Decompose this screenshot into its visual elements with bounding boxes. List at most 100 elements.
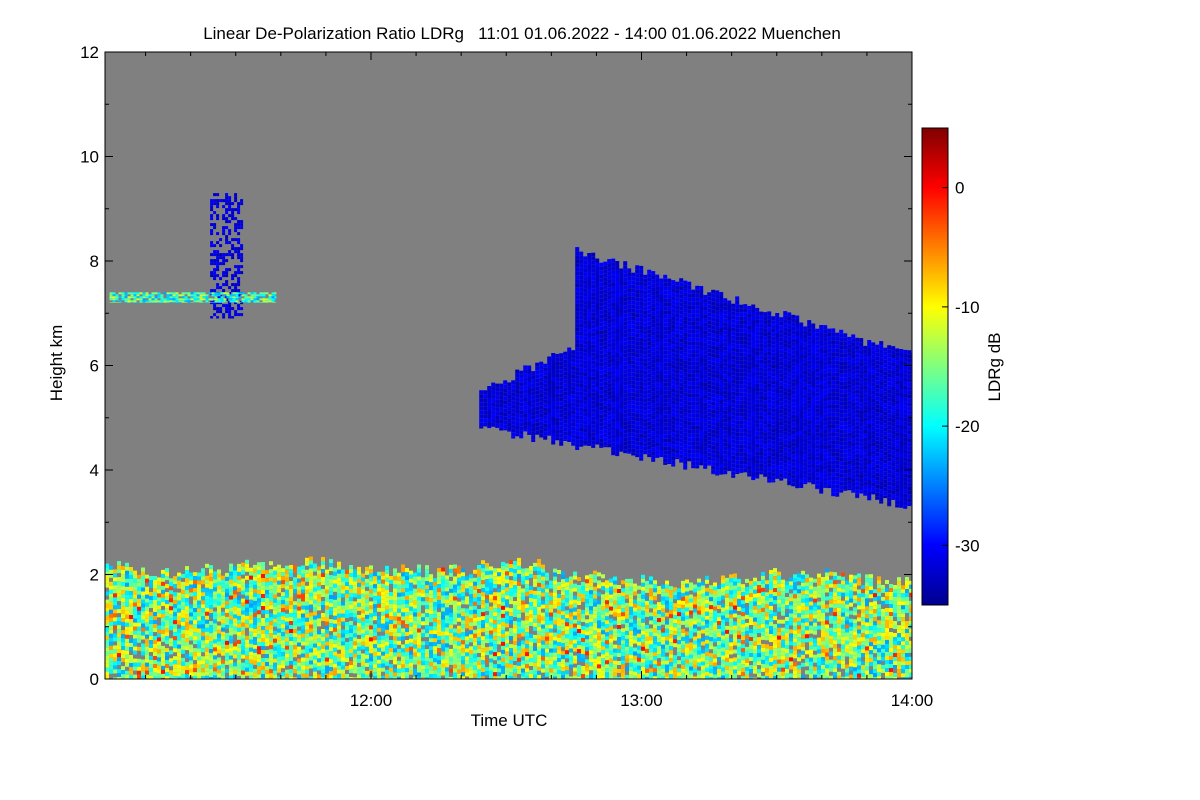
heatmap-cell-boundary-layer: [253, 596, 257, 601]
heatmap-cell-boundary-layer: [649, 632, 653, 637]
heatmap-cell-boundary-layer: [889, 632, 893, 636]
heatmap-cell-boundary-layer: [165, 568, 169, 573]
heatmap-cell-boundary-layer: [645, 624, 649, 629]
heatmap-cell-boundary-layer: [449, 600, 453, 605]
heatmap-cell-boundary-layer: [509, 648, 513, 653]
heatmap-cell-boundary-layer: [861, 669, 865, 674]
heatmap-cell-boundary-layer: [245, 615, 249, 620]
heatmap-cell-boundary-layer: [113, 677, 117, 679]
heatmap-cell-boundary-layer: [781, 663, 785, 668]
heatmap-cell-boundary-layer: [725, 593, 729, 598]
heatmap-cell-boundary-layer: [157, 669, 161, 674]
heatmap-cell-boundary-layer: [257, 634, 261, 639]
heatmap-cell-boundary-layer: [669, 630, 673, 635]
heatmap-cell-boundary-layer: [857, 605, 861, 610]
heatmap-cell-boundary-layer: [337, 665, 341, 670]
heatmap-cell-boundary-layer: [881, 616, 885, 621]
heatmap-cell-boundary-layer: [153, 616, 157, 620]
heatmap-cell-boundary-layer: [789, 613, 793, 618]
heatmap-cell-boundary-layer: [653, 596, 657, 601]
heatmap-cell-boundary-layer: [849, 658, 853, 663]
heatmap-cell-boundary-layer: [649, 648, 653, 653]
heatmap-cell-boundary-layer: [433, 582, 437, 587]
heatmap-cell-boundary-layer: [801, 590, 805, 595]
heatmap-cell-boundary-layer: [213, 627, 217, 632]
heatmap-cell-boundary-layer: [757, 637, 761, 642]
heatmap-cell-boundary-layer: [865, 654, 869, 659]
heatmap-cell-boundary-layer: [545, 576, 549, 581]
heatmap-cell-boundary-layer: [841, 608, 845, 613]
heatmap-cell-boundary-layer: [141, 635, 145, 640]
heatmap-cell-boundary-layer: [685, 659, 689, 664]
heatmap-cell-boundary-layer: [549, 624, 553, 629]
heatmap-cell-boundary-layer: [385, 673, 389, 678]
heatmap-cell-boundary-layer: [521, 640, 525, 645]
heatmap-cell-boundary-layer: [665, 636, 669, 641]
heatmap-cell-boundary-layer: [657, 622, 661, 627]
heatmap-cell-boundary-layer: [609, 582, 613, 587]
heatmap-cell-boundary-layer: [753, 657, 757, 662]
heatmap-cell-boundary-layer: [545, 668, 549, 673]
heatmap-cell-boundary-layer: [689, 618, 693, 623]
heatmap-cell-boundary-layer: [297, 666, 301, 671]
heatmap-cell-boundary-layer: [825, 628, 829, 633]
heatmap-cell-boundary-layer: [477, 565, 481, 569]
heatmap-cell-boundary-layer: [797, 585, 801, 590]
heatmap-cell-boundary-layer: [345, 622, 349, 626]
heatmap-cell-boundary-layer: [869, 634, 873, 639]
heatmap-cell-boundary-layer: [425, 573, 429, 578]
heatmap-cell-boundary-layer: [333, 651, 337, 656]
heatmap-cell-boundary-layer: [605, 656, 609, 661]
heatmap-cell-boundary-layer: [629, 590, 633, 595]
heatmap-cell-boundary-layer: [777, 647, 781, 652]
heatmap-cell-boundary-layer: [373, 608, 377, 613]
heatmap-cell-boundary-layer: [589, 598, 593, 603]
heatmap-cell-boundary-layer: [709, 673, 713, 678]
heatmap-cell-boundary-layer: [849, 638, 853, 643]
heatmap-cell-boundary-layer: [645, 668, 649, 673]
heatmap-cell-boundary-layer: [625, 674, 629, 679]
heatmap-cell-boundary-layer: [305, 621, 309, 626]
heatmap-cell-boundary-layer: [605, 668, 609, 673]
heatmap-cell-boundary-layer: [145, 606, 149, 611]
heatmap-cell-boundary-layer: [517, 601, 521, 606]
heatmap-cell-boundary-layer: [125, 662, 129, 667]
heatmap-cell-boundary-layer: [813, 610, 817, 615]
heatmap-cell-boundary-layer: [509, 652, 513, 657]
heatmap-cell-boundary-layer: [621, 600, 625, 605]
heatmap-cell-boundary-layer: [893, 645, 897, 649]
heatmap-cell-boundary-layer: [633, 647, 637, 652]
heatmap-cell-boundary-layer: [577, 637, 581, 641]
heatmap-cell-boundary-layer: [329, 651, 333, 656]
heatmap-cell-boundary-layer: [417, 636, 421, 641]
heatmap-cell-boundary-layer: [405, 676, 409, 679]
heatmap-cell-boundary-layer: [185, 666, 189, 671]
heatmap-cell-boundary-layer: [157, 677, 161, 679]
heatmap-cell-boundary-layer: [137, 578, 141, 583]
heatmap-cell-boundary-layer: [253, 632, 257, 637]
heatmap-cell-boundary-layer: [253, 648, 257, 653]
heatmap-cell-boundary-layer: [685, 655, 689, 660]
heatmap-cell-boundary-layer: [481, 620, 485, 625]
heatmap-cell-boundary-layer: [185, 618, 189, 623]
heatmap-cell-boundary-layer: [617, 597, 621, 601]
heatmap-cell-boundary-layer: [585, 575, 589, 580]
heatmap-cell-boundary-layer: [709, 637, 713, 642]
heatmap-cell-boundary-layer: [125, 574, 129, 579]
heatmap-cell-boundary-layer: [817, 649, 821, 654]
heatmap-cell-boundary-layer: [153, 588, 157, 592]
heatmap-cell-boundary-layer: [233, 650, 237, 655]
heatmap-cell-boundary-layer: [429, 582, 433, 587]
heatmap-cell-boundary-layer: [597, 660, 601, 665]
heatmap-cell-boundary-layer: [665, 624, 669, 629]
heatmap-cell-boundary-layer: [777, 635, 781, 640]
heatmap-cell-boundary-layer: [649, 600, 653, 605]
heatmap-cell-boundary-layer: [713, 598, 717, 603]
heatmap-cell-boundary-layer: [401, 660, 405, 665]
heatmap-cell-boundary-layer: [705, 651, 709, 656]
heatmap-cell-boundary-layer: [553, 576, 557, 581]
heatmap-cell-boundary-layer: [809, 673, 813, 678]
heatmap-cell-boundary-layer: [129, 587, 133, 591]
heatmap-cell-boundary-layer: [613, 668, 617, 673]
heatmap-cell-boundary-layer: [661, 616, 665, 621]
